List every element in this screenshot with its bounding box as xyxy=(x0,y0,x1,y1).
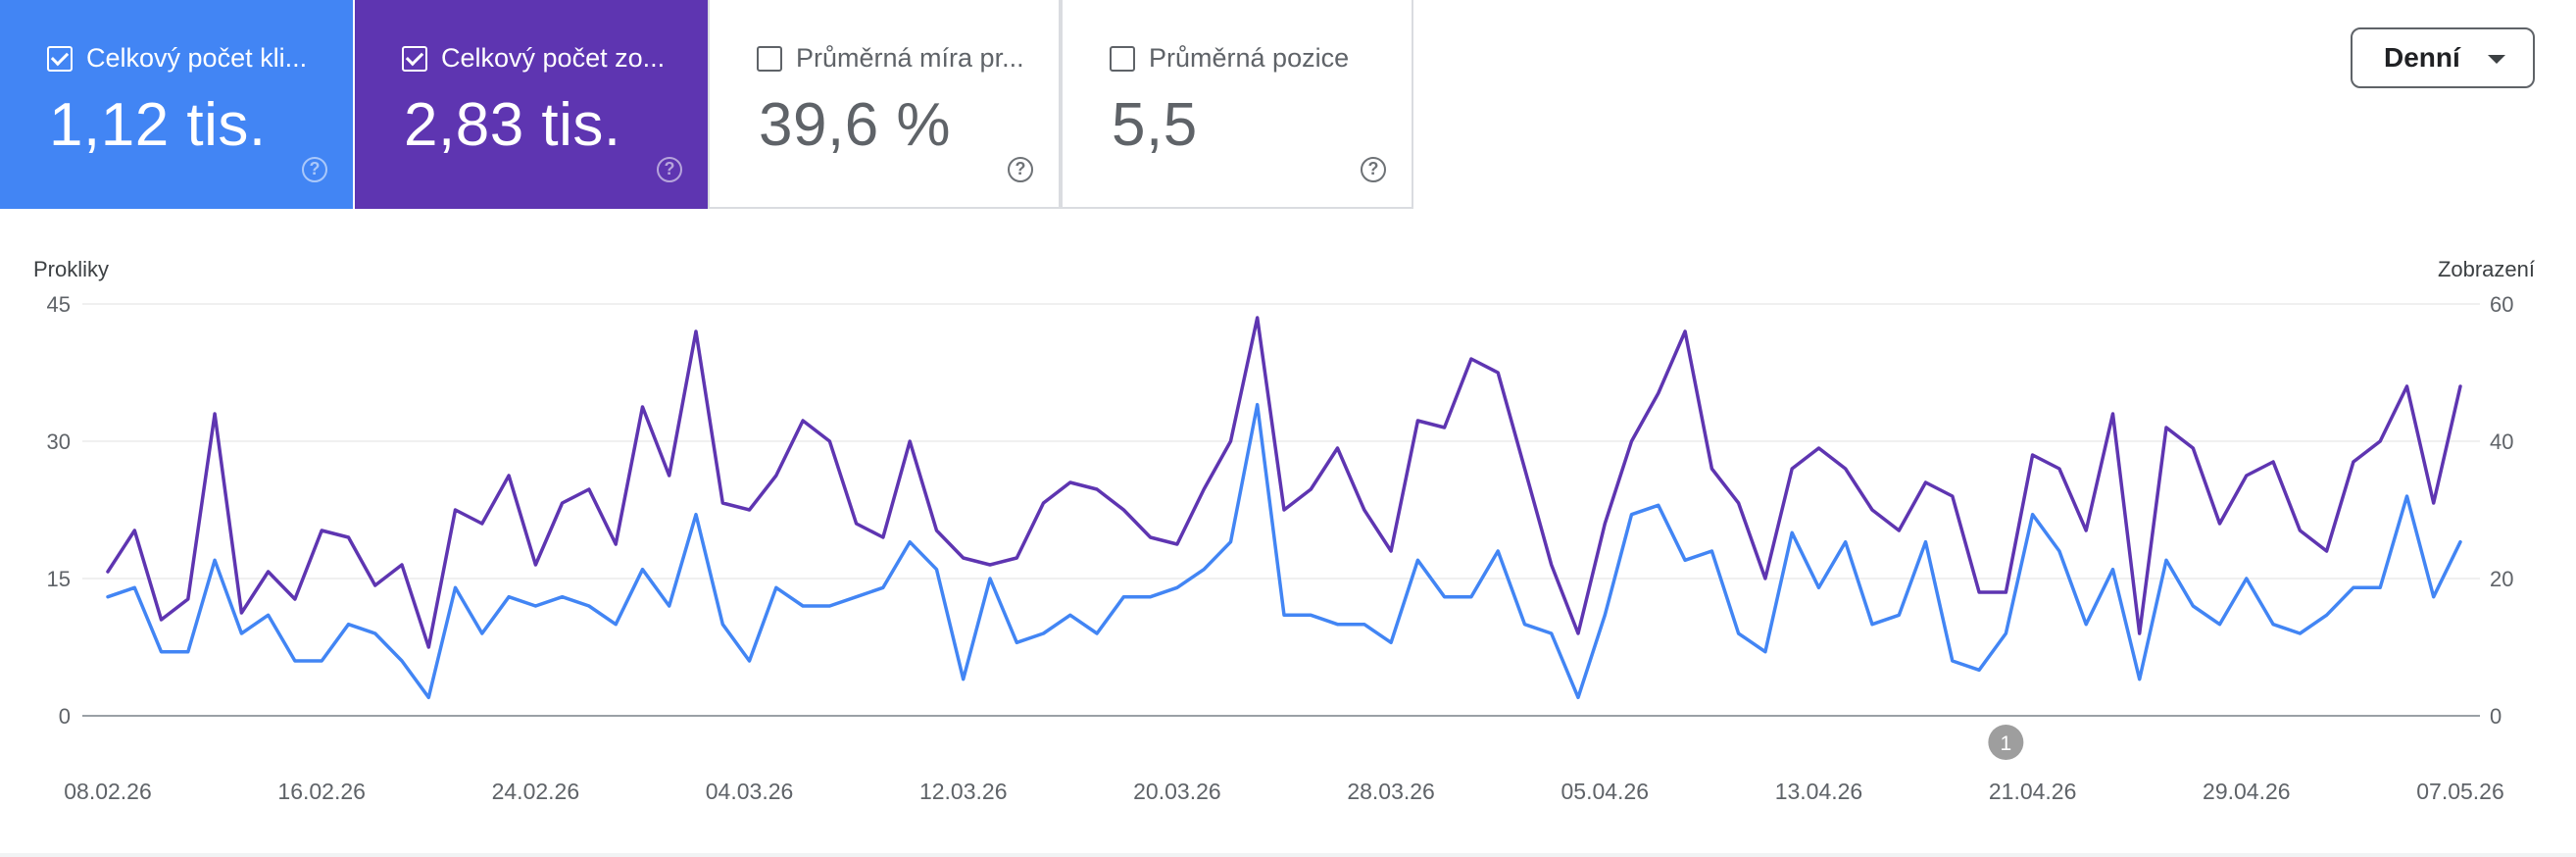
right-axis-label: Zobrazení xyxy=(2438,257,2535,281)
metric-label: Celkový počet zo... xyxy=(441,43,666,73)
checkbox-checked-icon[interactable] xyxy=(402,45,427,72)
performance-chart: Prokliky Zobrazení 0 15 30 45 0 20 40 60 08.02… xyxy=(33,257,2535,804)
x-tick-label: 29.04.26 xyxy=(2203,779,2291,804)
help-icon[interactable]: ? xyxy=(1008,157,1033,182)
metric-value: 2,83 tis. xyxy=(404,91,621,159)
annotation-label: 1 xyxy=(2001,732,2012,755)
x-tick-label: 08.02.26 xyxy=(64,779,152,804)
left-tick-label: 15 xyxy=(47,567,71,591)
metric-header: Celkový počet kli... xyxy=(47,43,307,74)
left-axis-ticks: 0 15 30 45 xyxy=(47,292,71,729)
x-tick-label: 05.04.26 xyxy=(1561,779,1650,804)
impressions-series-line xyxy=(106,316,2462,649)
clicks-series-line xyxy=(106,402,2462,700)
period-dropdown[interactable]: Denní xyxy=(2351,27,2535,88)
annotation-marker[interactable]: 1 xyxy=(1988,725,2024,760)
metric-value: 5,5 xyxy=(1112,91,1198,159)
metric-label: Průměrná míra pr... xyxy=(796,43,1024,73)
metric-label: Celkový počet kli... xyxy=(86,43,308,73)
x-tick-label: 07.05.26 xyxy=(2416,779,2504,804)
metric-card-clicks[interactable]: Celkový počet kli... 1,12 tis. ? xyxy=(0,0,353,209)
metric-value: 39,6 % xyxy=(759,91,952,159)
x-tick-label: 12.03.26 xyxy=(919,779,1008,804)
right-axis-ticks: 0 20 40 60 xyxy=(2490,292,2513,729)
metric-card-ctr[interactable]: Průměrná míra pr... 39,6 % ? xyxy=(708,0,1061,209)
period-dropdown-label: Denní xyxy=(2384,42,2460,73)
metric-header: Průměrná míra pr... xyxy=(757,43,1024,74)
help-icon[interactable]: ? xyxy=(1361,157,1386,182)
metric-card-position[interactable]: Průměrná pozice 5,5 ? xyxy=(1061,0,1413,209)
right-tick-label: 40 xyxy=(2490,429,2513,454)
checkbox-unchecked-icon[interactable] xyxy=(757,45,782,72)
right-tick-label: 0 xyxy=(2490,704,2502,729)
x-tick-label: 04.03.26 xyxy=(706,779,794,804)
left-axis-label: Prokliky xyxy=(33,257,109,281)
x-tick-label: 24.02.26 xyxy=(492,779,580,804)
metric-card-impressions[interactable]: Celkový počet zo... 2,83 tis. ? xyxy=(355,0,708,209)
x-tick-label: 20.03.26 xyxy=(1133,779,1221,804)
series-lines xyxy=(106,316,2462,700)
metric-label: Průměrná pozice xyxy=(1149,43,1350,73)
chevron-down-icon xyxy=(2488,55,2505,64)
checkbox-checked-icon[interactable] xyxy=(47,45,73,72)
help-icon[interactable]: ? xyxy=(302,157,327,182)
x-axis-ticks: 08.02.26 16.02.26 24.02.26 04.03.26 12.03.26… xyxy=(64,779,2504,804)
metric-header: Celkový počet zo... xyxy=(402,43,665,74)
x-tick-label: 21.04.26 xyxy=(1989,779,2077,804)
checkbox-unchecked-icon[interactable] xyxy=(1110,45,1135,72)
metric-value: 1,12 tis. xyxy=(49,91,267,159)
grid-lines xyxy=(82,303,2480,717)
right-tick-label: 60 xyxy=(2490,292,2513,317)
annotation-dot xyxy=(1988,725,2024,760)
left-tick-label: 45 xyxy=(47,292,71,317)
x-tick-label: 13.04.26 xyxy=(1775,779,1863,804)
x-tick-label: 28.03.26 xyxy=(1347,779,1435,804)
left-tick-label: 30 xyxy=(47,429,71,454)
right-tick-label: 20 xyxy=(2490,567,2513,591)
x-tick-label: 16.02.26 xyxy=(277,779,366,804)
metric-header: Průměrná pozice xyxy=(1110,43,1349,74)
help-icon[interactable]: ? xyxy=(657,157,682,182)
left-tick-label: 0 xyxy=(59,704,71,729)
